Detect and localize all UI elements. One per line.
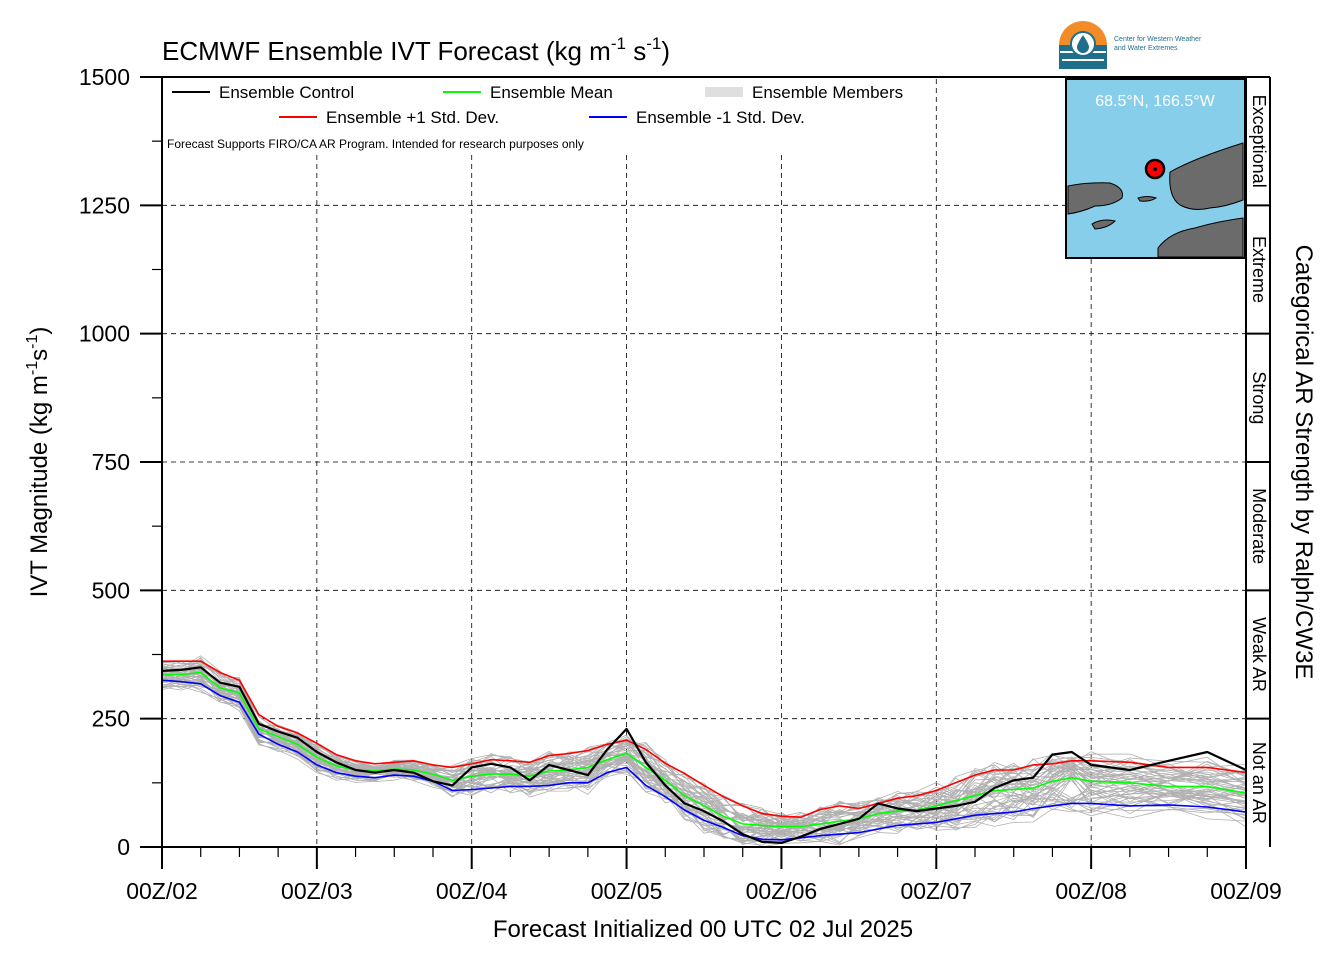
category-label: Strong bbox=[1249, 371, 1269, 424]
category-label: Extreme bbox=[1249, 236, 1269, 303]
legend-minus-label: Ensemble -1 Std. Dev. bbox=[636, 108, 805, 127]
x-tick-label: 00Z/09 bbox=[1210, 878, 1282, 904]
logo-text-line2: and Water Extremes bbox=[1114, 45, 1178, 52]
island bbox=[1091, 219, 1116, 230]
y-tick-label: 250 bbox=[92, 706, 130, 732]
x-axis-ticks: 00Z/02 00Z/03 00Z/04 00Z/05 00Z/06 00Z/07 00Z/… bbox=[126, 847, 1282, 904]
research-note: Forecast Supports FIRO/CA AR Program. In… bbox=[167, 137, 584, 151]
land-mass-west bbox=[1067, 182, 1123, 215]
legend: Ensemble Control Ensemble Mean Ensemble … bbox=[167, 83, 903, 151]
x-tick-label: 00Z/05 bbox=[591, 878, 663, 904]
water-drop-icon bbox=[1077, 35, 1089, 53]
land-mass-south bbox=[1157, 217, 1244, 258]
y-tick-label: 0 bbox=[117, 834, 130, 860]
legend-members-swatch bbox=[705, 87, 743, 97]
x-tick-label: 00Z/04 bbox=[436, 878, 508, 904]
y-tick-label: 750 bbox=[92, 449, 130, 475]
x-axis-label: Forecast Initialized 00 UTC 02 Jul 2025 bbox=[493, 916, 913, 943]
legend-control-label: Ensemble Control bbox=[219, 83, 354, 102]
y-tick-label: 1000 bbox=[79, 321, 130, 347]
ensemble-member-line bbox=[161, 666, 1247, 830]
x-tick-label: 00Z/03 bbox=[281, 878, 353, 904]
x-tick-label: 00Z/07 bbox=[900, 878, 972, 904]
legend-members-label: Ensemble Members bbox=[752, 83, 903, 102]
x-tick-label: 00Z/06 bbox=[746, 878, 818, 904]
ensemble-member-line bbox=[161, 668, 1247, 825]
y-tick-label: 1250 bbox=[79, 192, 130, 218]
mean-line bbox=[161, 671, 1247, 828]
location-label: 68.5°N, 166.5°W bbox=[1095, 93, 1215, 110]
y-tick-label: 500 bbox=[92, 577, 130, 603]
plot-frame bbox=[161, 76, 1247, 848]
category-label: Exceptional bbox=[1249, 95, 1269, 188]
chart-title: ECMWF Ensemble IVT Forecast (kg m-1 s-1) bbox=[162, 34, 670, 66]
category-label: Weak AR bbox=[1249, 617, 1269, 692]
logo-text-line1: Center for Western Weather bbox=[1114, 36, 1202, 43]
summary-series-lines bbox=[161, 660, 1247, 845]
y-axis-label: IVT Magnitude (kg m-1s-1) bbox=[24, 327, 53, 598]
ensemble-member-line bbox=[161, 678, 1247, 839]
island-small bbox=[1137, 196, 1158, 202]
category-label: Moderate bbox=[1249, 488, 1269, 564]
legend-plus-label: Ensemble +1 Std. Dev. bbox=[326, 108, 499, 127]
x-tick-label: 00Z/02 bbox=[126, 878, 198, 904]
x-tick-label: 00Z/08 bbox=[1055, 878, 1127, 904]
ensemble-member-line bbox=[161, 671, 1247, 834]
legend-mean-label: Ensemble Mean bbox=[490, 83, 613, 102]
ar-category-axis: Not an AR Weak AR Moderate Strong Extreme Exc… bbox=[1246, 76, 1271, 847]
plus-std-line bbox=[162, 660, 1247, 819]
ensemble-member-line bbox=[161, 674, 1247, 842]
cw3e-logo: Center for Western Weather and Water Ext… bbox=[1059, 21, 1202, 69]
grid-lines bbox=[162, 79, 1246, 847]
minus-std-line bbox=[161, 679, 1247, 841]
location-map-inset: 68.5°N, 166.5°W bbox=[1065, 78, 1246, 259]
ar-category-axis-label: Categorical AR Strength by Ralph/CW3E bbox=[1290, 245, 1317, 680]
y-tick-label: 1500 bbox=[79, 64, 130, 90]
ensemble-member-line bbox=[161, 683, 1247, 845]
category-label: Not an AR bbox=[1249, 742, 1269, 824]
control-line bbox=[161, 666, 1247, 845]
y-axis-ticks: 0 250 500 750 1000 1250 1500 bbox=[79, 64, 162, 860]
location-marker-center bbox=[1153, 167, 1157, 171]
land-mass-north bbox=[1169, 142, 1244, 210]
